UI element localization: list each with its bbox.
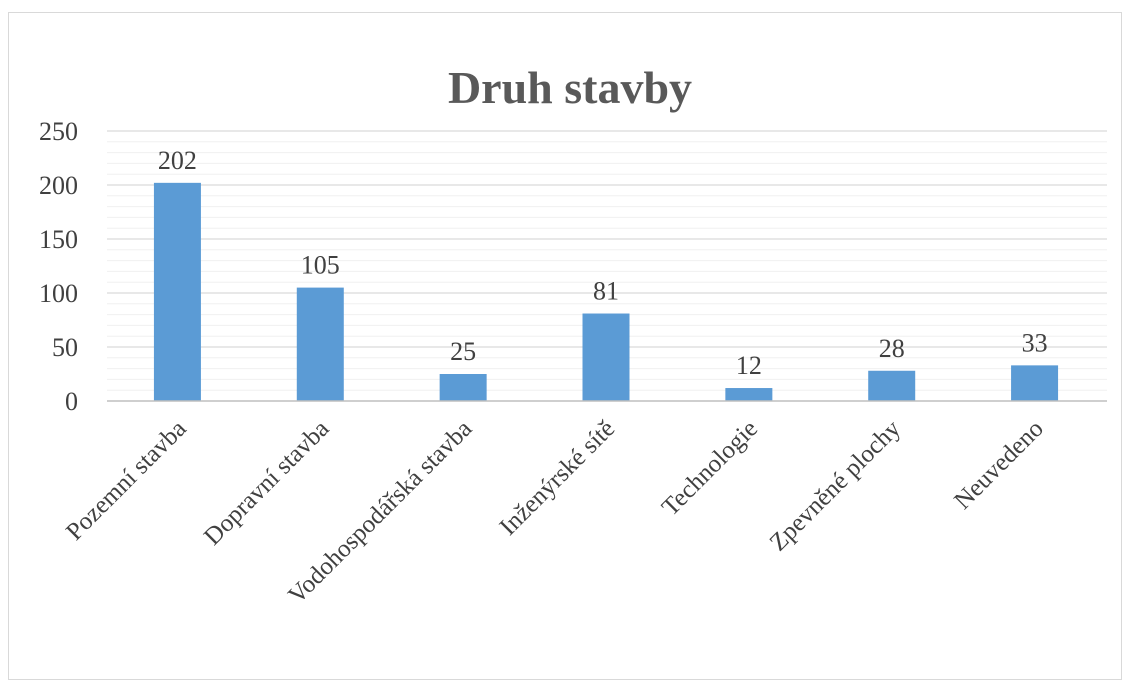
x-tick-label: Neuvedeno [949,415,1049,515]
bars [153,182,1059,401]
data-label: 202 [158,146,197,175]
y-axis: 0 50 100 150 200 250 [39,117,78,416]
bar [725,388,773,401]
y-tick-label: 200 [39,171,78,200]
y-tick-label: 0 [65,387,78,416]
data-labels: 202 105 25 81 12 28 33 [158,146,1048,380]
data-label: 28 [879,334,905,363]
gridlines [107,130,1107,391]
x-tick-label: Pozemní stavba [61,415,192,546]
data-label: 105 [301,251,340,280]
bar [153,182,201,401]
bar [296,287,344,401]
bar [1011,365,1059,401]
data-label: 12 [736,351,762,380]
x-tick-label: Dopravní stavba [199,415,334,550]
bar [439,374,487,401]
y-tick-label: 100 [39,279,78,308]
chart-title: Druh stavby [448,62,692,113]
y-tick-label: 150 [39,225,78,254]
x-tick-label: Inženýrské sítě [495,415,621,541]
data-label: 33 [1022,328,1048,357]
bar [582,313,630,401]
y-tick-label: 50 [52,333,78,362]
x-axis: Pozemní stavba Dopravní stavbaVodohospodá… [61,400,1107,609]
y-tick-label: 250 [39,117,78,146]
x-tick-label: Technologie [657,415,763,521]
x-tick-label: Zpevněné plochy [765,415,907,557]
data-label: 25 [450,337,476,366]
data-label: 81 [593,277,619,306]
bar [868,370,916,401]
